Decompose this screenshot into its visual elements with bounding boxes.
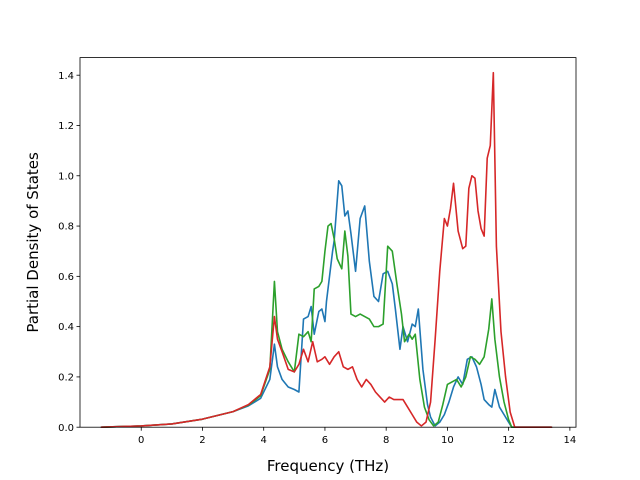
series-line-2 (100, 222, 553, 428)
y-tick-label: 1.0 (58, 171, 74, 182)
x-tick-label: 0 (138, 435, 144, 446)
x-axis-label: Frequency (THz) (267, 457, 389, 475)
x-axis-ticks: 0 2 4 6 8 10 12 14 (138, 427, 576, 446)
y-tick-label: 1.4 (58, 71, 74, 82)
y-tick-label: 0.6 (58, 272, 74, 283)
y-tick-label: 0.8 (58, 222, 74, 233)
y-axis-label: Partial Density of States (24, 152, 42, 333)
x-tick-label: 8 (383, 435, 389, 446)
x-tick-label: 4 (261, 435, 267, 446)
x-tick-label: 6 (322, 435, 328, 446)
x-tick-label: 14 (564, 435, 577, 446)
x-tick-label: 2 (199, 435, 205, 446)
x-tick-label: 12 (502, 435, 515, 446)
plot-area (80, 57, 576, 428)
y-tick-label: 0.4 (58, 322, 74, 333)
y-tick-label: 1.2 (58, 121, 74, 132)
y-tick-label: 0.0 (58, 423, 74, 434)
x-tick-label: 10 (441, 435, 454, 446)
y-axis-ticks: 0.0 0.2 0.4 0.6 0.8 1.0 1.2 1.4 (58, 71, 80, 434)
axes-frame (79, 57, 577, 428)
series-line-3 (100, 71, 553, 428)
y-tick-label: 0.2 (58, 373, 74, 384)
series-layer (100, 71, 553, 428)
series-line-1 (100, 180, 553, 428)
